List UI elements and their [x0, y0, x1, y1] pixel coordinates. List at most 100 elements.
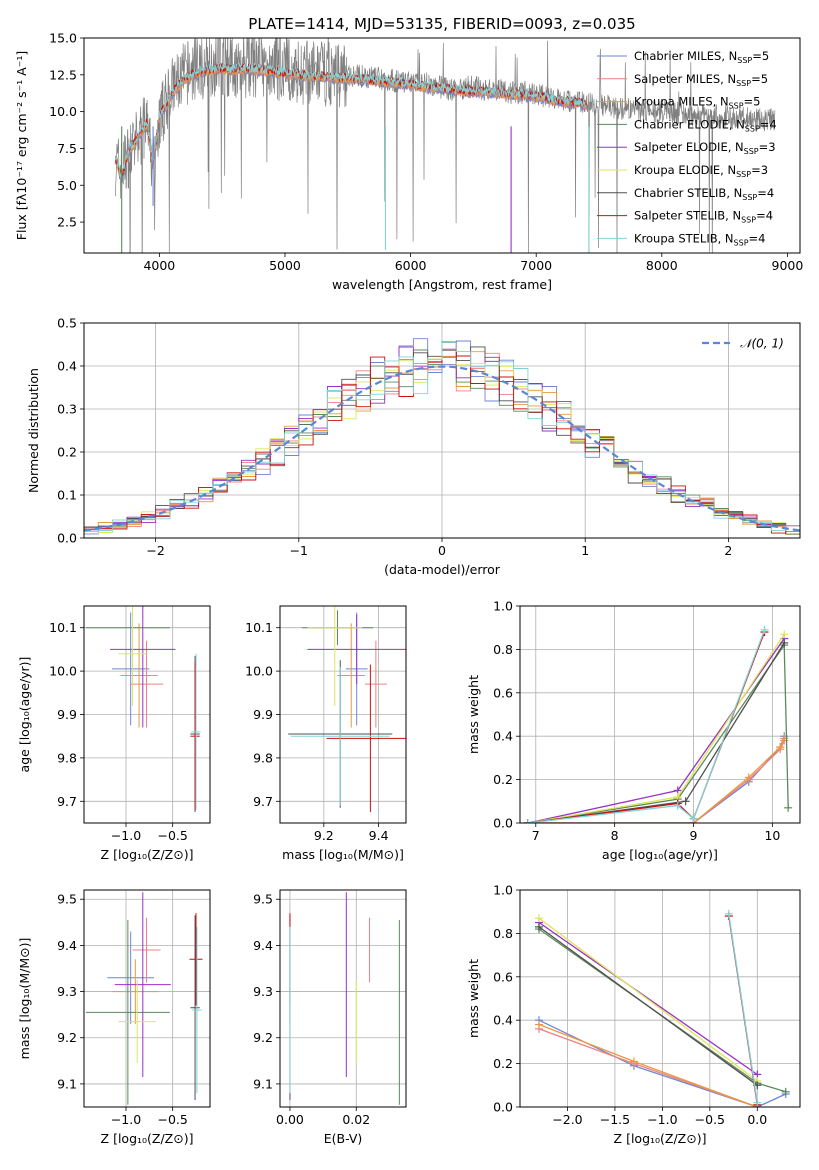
weight-marker [780, 638, 789, 647]
x-tick-label: 7 [532, 828, 540, 843]
errorbar-point [189, 913, 203, 1006]
errorbar-point [190, 662, 200, 810]
legend-entry-subscript: SSP [741, 216, 756, 225]
x-tick-label: 7000 [520, 258, 552, 273]
y-tick-label: 9.7 [57, 794, 77, 809]
x-tick-label: −1.0 [111, 828, 141, 843]
legend-entry-name: Salpeter ELODIE, N [634, 140, 744, 154]
y-tick-label: 7.5 [57, 141, 77, 156]
x-tick-label: −1.0 [111, 1112, 141, 1127]
x-axis-label: Z [log₁₀(Z/Z⊙)] [101, 1131, 194, 1146]
x-tick-label: 0.02 [342, 1112, 370, 1127]
y-tick-label: 0.1 [57, 488, 77, 503]
x-axis-label: wavelength [Angstrom, rest frame] [332, 277, 552, 292]
y-tick-label: 10.0 [245, 664, 273, 679]
plot-frame [519, 605, 801, 824]
chart-mass-age: 9.2 9.4 9.7 9.8 9.9 10.0 10.1 mass [log₁₀(M/M⊙)… [245, 605, 407, 862]
x-tick-label: 2 [724, 543, 732, 558]
weight-marker [673, 801, 682, 810]
x-tick-label: 9 [690, 828, 698, 843]
chart-age-weight: 7 8 9 10 0.0 0.2 0.4 0.6 0.8 1.0 age [log₁₀(age/yr… [466, 599, 801, 862]
plots-layer: 4000 5000 6000 7000 8000 90002.55.07.510.012.… [14, 31, 803, 1147]
legend-entry: Chabrier STELIB, NSSP=4 [634, 186, 774, 202]
plot-frame [279, 889, 407, 1108]
x-tick-label: 0.0 [747, 1112, 767, 1127]
plot-frame [83, 37, 801, 254]
legend-entry-subscript: SSP [745, 124, 760, 133]
x-tick-label: 0 [438, 543, 446, 558]
errorbar-point [307, 614, 406, 685]
y-tick-label: 10.0 [49, 664, 77, 679]
x-tick-label: −2.0 [552, 1112, 582, 1127]
errorbar-point [190, 915, 200, 1101]
y-axis-label: Flux [fλ10⁻¹⁷ erg cm⁻² s⁻¹ A⁻¹] [14, 51, 29, 240]
y-axis-label: mass weight [466, 675, 481, 754]
y-tick-label: 9.9 [57, 707, 77, 722]
errorbar-point [307, 606, 363, 706]
legend-entry-suffix: =5 [751, 72, 768, 86]
weight-series-line [527, 740, 785, 823]
weight-series-line [527, 738, 785, 823]
x-axis-label: (data-model)/error [384, 562, 501, 577]
y-tick-label: 9.1 [253, 1076, 273, 1091]
y-tick-label: 0.6 [493, 685, 513, 700]
legend-entry: Chabrier MILES, NSSP=5 [634, 49, 769, 65]
y-tick-label: 9.3 [253, 984, 273, 999]
y-axis-label: age [log₁₀(age/yr)] [17, 657, 32, 773]
x-axis-label: Z [log₁₀(Z/Z⊙)] [101, 847, 194, 862]
y-tick-label: 0.2 [493, 772, 513, 787]
legend-entry: Salpeter ELODIE, NSSP=3 [634, 140, 776, 156]
y-tick-label: 9.8 [253, 750, 273, 765]
legend-entry: Chabrier ELODIE, NSSP=4 [634, 117, 777, 133]
y-tick-label: 0.4 [493, 729, 513, 744]
legend-entry-subscript: SSP [742, 193, 757, 202]
y-tick-label: 15.0 [49, 31, 77, 46]
spectrum-traces [115, 38, 776, 253]
x-tick-label: −1.0 [647, 1112, 677, 1127]
spectrum-model-line [115, 62, 587, 179]
weight-marker [776, 743, 785, 752]
errorbar-point [114, 892, 171, 1077]
errorbar-point [191, 653, 201, 810]
legend-entry-subscript: SSP [744, 147, 759, 156]
weight-marker [744, 773, 753, 782]
legend-entry-name: Chabrier ELODIE, N [634, 117, 745, 131]
errorbar-point [120, 623, 158, 728]
chart-residuals: −2 −1 0 1 2 0.0 0.1 0.2 0.3 0.4 0.5 (data-model)/er… [26, 316, 801, 577]
y-tick-label: 0.4 [57, 359, 77, 374]
y-tick-label: 1.0 [493, 883, 513, 898]
legend-entry-suffix: =4 [749, 231, 766, 245]
weight-series-line [527, 643, 789, 823]
y-tick-label: 0.0 [57, 531, 77, 546]
legend-entry-name: Kroupa STELIB, N [634, 231, 734, 245]
x-tick-label: 4000 [143, 258, 175, 273]
x-tick-label: −0.5 [157, 828, 187, 843]
y-tick-label: 5.0 [57, 178, 77, 193]
legend-entry: Salpeter MILES, NSSP=5 [634, 72, 768, 88]
spectrum-legend: Chabrier MILES, NSSP=5 Salpeter MILES, NS… [597, 49, 777, 247]
y-tick-label: 9.2 [253, 1030, 273, 1045]
weight-series-line [538, 921, 758, 1076]
chart-ebv-mass: 0.00 0.02 9.1 9.2 9.3 9.4 9.5 E(B-V) [253, 889, 407, 1146]
legend-entry-suffix: =5 [744, 95, 761, 109]
weight-marker [681, 797, 690, 806]
errorbar-point [364, 640, 387, 728]
x-axis-label: Z [log₁₀(Z/Z⊙)] [614, 1131, 707, 1146]
chart-z-mass: −1.0 −0.5 9.1 9.2 9.3 9.4 9.5 Z [log₁₀(Z/Z⊙)] ma… [17, 889, 211, 1146]
chart-spectrum: 4000 5000 6000 7000 8000 9000 2.5 5.0 7.5 10.0 12.… [14, 31, 803, 293]
errorbar-point [129, 640, 164, 728]
gaussian-reference-line [84, 365, 800, 532]
legend-entry: Kroupa ELODIE, NSSP=3 [634, 163, 768, 179]
x-tick-label: −0.5 [695, 1112, 725, 1127]
errorbar-point [112, 612, 150, 726]
errorbar-points [288, 606, 406, 813]
legend-entry-name: Salpeter STELIB, N [634, 209, 741, 223]
legend-entry-suffix: =3 [759, 140, 776, 154]
x-tick-label: 8000 [646, 258, 678, 273]
y-tick-label: 9.5 [253, 892, 273, 907]
weight-marker [523, 819, 532, 823]
y-tick-label: 9.3 [57, 984, 77, 999]
weight-series-line [527, 638, 785, 823]
errorbar-point [290, 666, 390, 806]
